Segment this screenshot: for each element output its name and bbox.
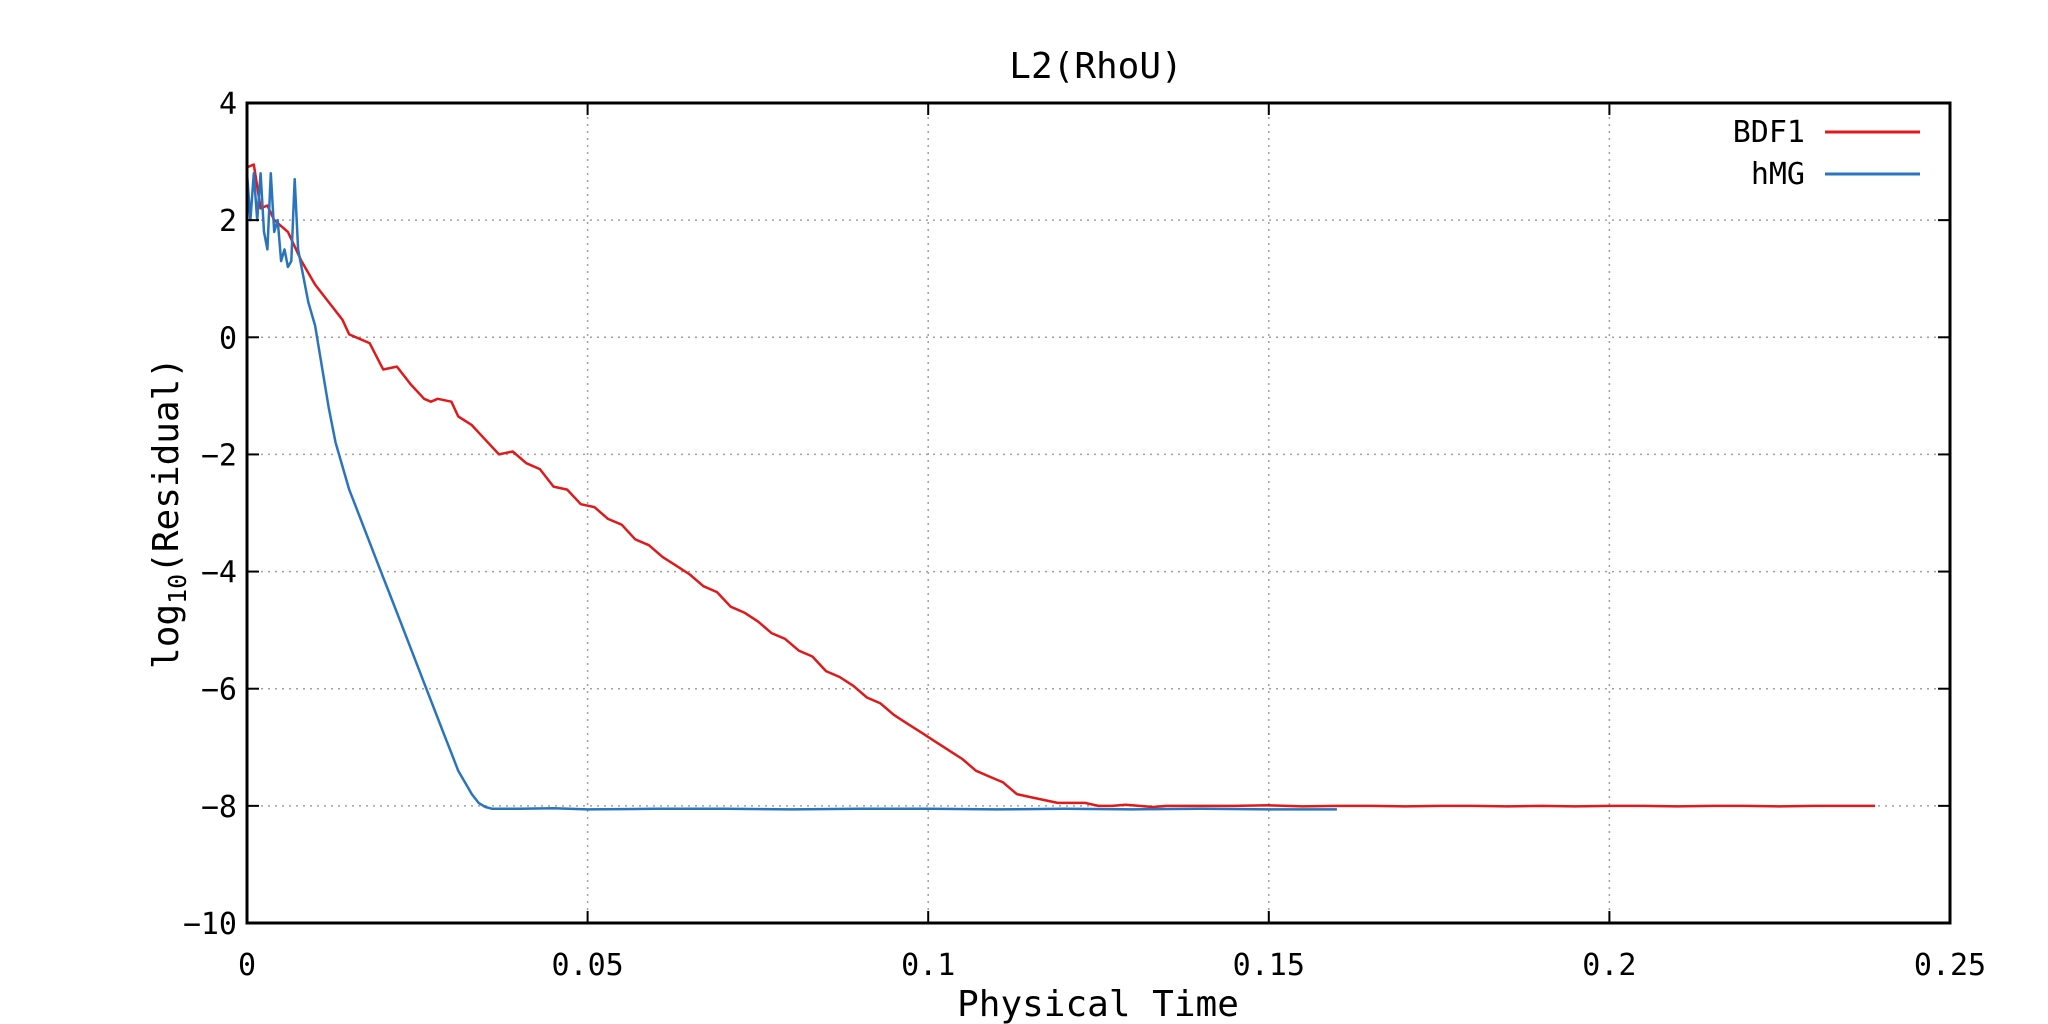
x-tick-label: 0.25 (1914, 948, 1986, 983)
series-group (245, 163, 1876, 811)
x-tick-labels: 0 0.05 0.1 0.15 0.2 0.25 (238, 948, 1986, 983)
series-line-bdf1 (246, 163, 1876, 809)
y-tick-label: 0 (219, 321, 237, 356)
y-tick-label: −6 (201, 673, 237, 708)
x-tick-label: 0.2 (1582, 948, 1636, 983)
x-tick-label: 0.05 (551, 948, 623, 983)
legend-label: BDF1 (1733, 115, 1805, 150)
chart-title: L2(RhoU) (1009, 46, 1182, 87)
grid (247, 103, 1950, 923)
plot-frame (245, 101, 1952, 925)
y-tick-label: −10 (183, 907, 237, 942)
x-axis-title: Physical Time (957, 984, 1239, 1024)
y-axis-title-subscript: 10 (163, 574, 192, 604)
x-tick-label: 0.1 (901, 948, 955, 983)
y-tick-labels: −10 −8 −6 −4 −2 0 2 4 (183, 87, 237, 942)
y-axis-title-suffix: (Residual) (146, 357, 187, 574)
y-tick-label: −2 (201, 438, 237, 473)
legend-label: hMG (1751, 157, 1805, 192)
y-tick-label: −8 (201, 790, 237, 825)
y-tick-label: −4 (201, 556, 237, 591)
x-tick-label: 0 (238, 948, 256, 983)
y-axis-title-prefix: log (146, 604, 187, 669)
y-axis-title: log10(Residual) (146, 357, 192, 669)
series-line-hmg (245, 172, 1337, 811)
legend: BDF1 hMG (1733, 115, 1920, 192)
ticks (246, 102, 1951, 924)
y-tick-label: 4 (219, 87, 237, 122)
y-tick-label: 2 (219, 204, 237, 239)
x-tick-label: 0.15 (1233, 948, 1305, 983)
